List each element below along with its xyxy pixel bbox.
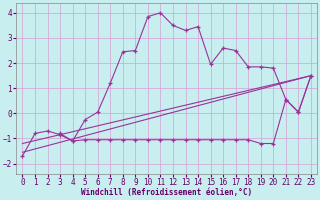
X-axis label: Windchill (Refroidissement éolien,°C): Windchill (Refroidissement éolien,°C) [81,188,252,197]
